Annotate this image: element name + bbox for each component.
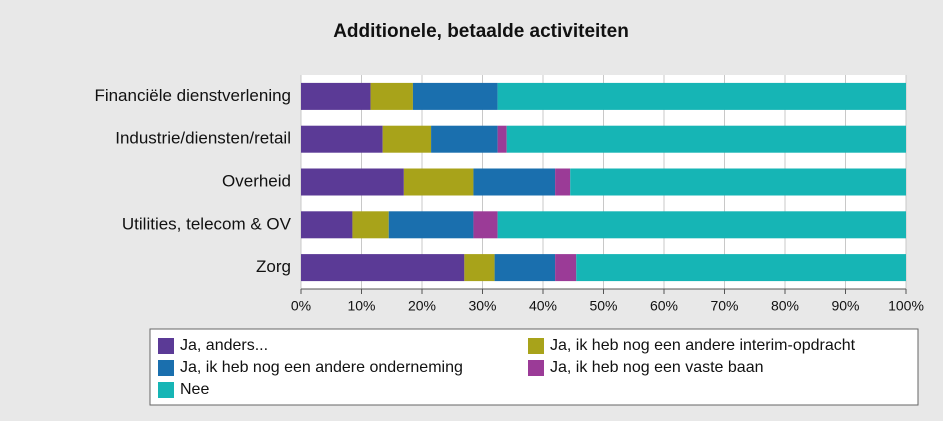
legend-swatch xyxy=(158,338,174,354)
bar-segment xyxy=(464,254,495,282)
x-tick-label: 100% xyxy=(888,298,924,314)
bar-segment xyxy=(506,125,906,153)
legend-swatch xyxy=(158,360,174,376)
bar-segment xyxy=(497,125,507,153)
legend-label: Ja, anders... xyxy=(180,337,268,354)
x-tick-label: 40% xyxy=(529,298,557,314)
bar-segment xyxy=(301,125,383,153)
x-tick-label: 80% xyxy=(771,298,799,314)
bar-segment xyxy=(301,211,353,239)
legend-swatch xyxy=(528,360,544,376)
bar-segment xyxy=(497,211,906,239)
y-tick-label: Industrie/diensten/retail xyxy=(115,129,291,148)
bar-segment xyxy=(494,254,556,282)
bar-segment xyxy=(403,168,474,196)
x-tick-label: 0% xyxy=(291,298,311,314)
bar-segment xyxy=(301,254,465,282)
bar-segment xyxy=(301,168,404,196)
bar-segment xyxy=(388,211,474,239)
bar-segment xyxy=(431,125,498,153)
x-tick-label: 90% xyxy=(831,298,859,314)
y-tick-label: Overheid xyxy=(222,171,291,190)
bar-segment xyxy=(555,254,577,282)
bar-segment xyxy=(497,82,906,110)
legend-swatch xyxy=(158,382,174,398)
y-tick-label: Zorg xyxy=(256,257,291,276)
x-tick-label: 10% xyxy=(347,298,375,314)
bar-segment xyxy=(370,82,413,110)
bar-segment xyxy=(576,254,906,282)
x-tick-label: 30% xyxy=(468,298,496,314)
x-tick-label: 20% xyxy=(408,298,436,314)
y-tick-label: Financiële dienstverlening xyxy=(94,86,291,105)
legend-label: Ja, ik heb nog een andere onderneming xyxy=(180,359,463,376)
x-tick-label: 60% xyxy=(650,298,678,314)
chart-title: Additionele, betaalde activiteiten xyxy=(333,21,629,42)
bar-segment xyxy=(412,82,498,110)
bar-segment xyxy=(555,168,571,196)
x-tick-label: 50% xyxy=(589,298,617,314)
bar-segment xyxy=(473,168,556,196)
legend-swatch xyxy=(528,338,544,354)
x-tick-label: 70% xyxy=(710,298,738,314)
bar-segment xyxy=(301,82,371,110)
bar-segment xyxy=(570,168,906,196)
bar-segment xyxy=(352,211,389,239)
bar-segment xyxy=(382,125,432,153)
legend-label: Ja, ik heb nog een andere interim-opdrac… xyxy=(550,337,856,354)
y-tick-label: Utilities, telecom & OV xyxy=(122,214,292,233)
legend-label: Ja, ik heb nog een vaste baan xyxy=(550,359,764,376)
legend-label: Nee xyxy=(180,381,209,398)
bar-segment xyxy=(473,211,498,239)
